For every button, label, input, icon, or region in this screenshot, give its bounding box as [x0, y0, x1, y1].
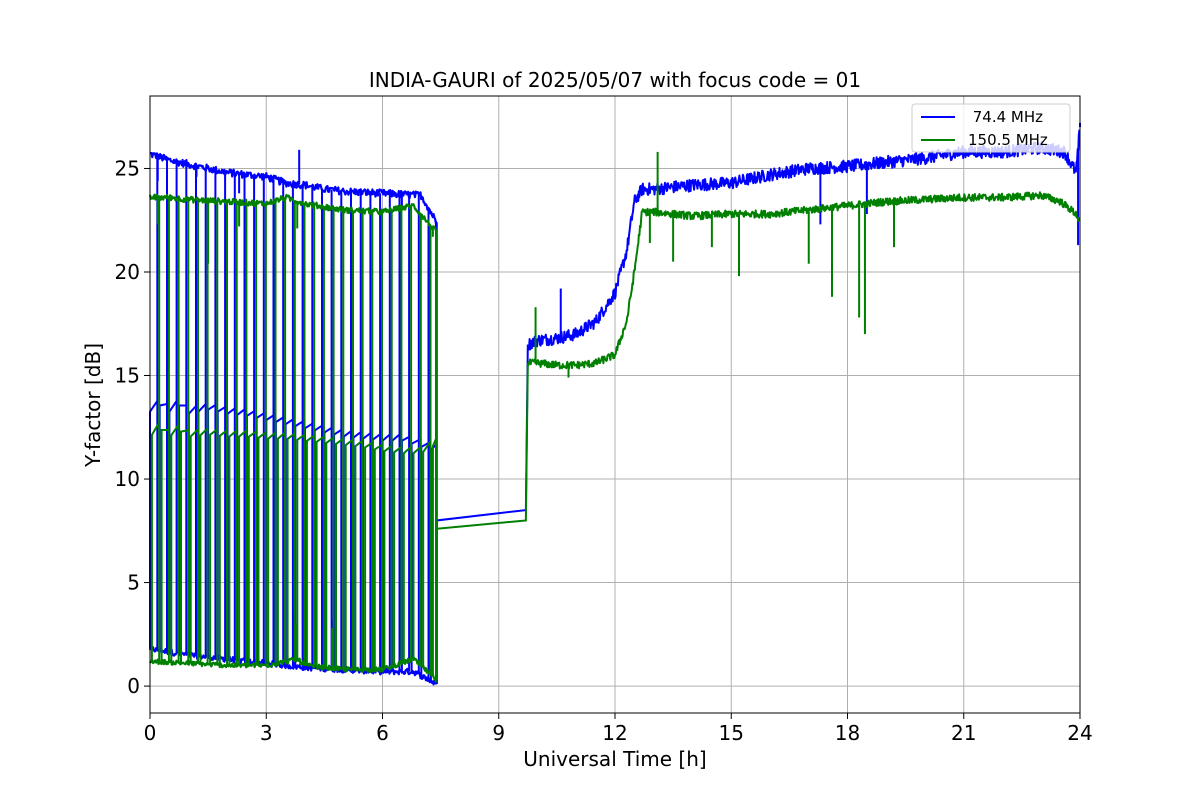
x-tick-label: 21	[951, 721, 976, 745]
y-tick-label: 5	[127, 571, 140, 595]
x-tick-label: 18	[835, 721, 860, 745]
y-axis-label: Y-factor [dB]	[81, 343, 105, 468]
x-axis-label: Universal Time [h]	[523, 747, 706, 771]
legend: 74.4 MHz 150.5 MHz	[911, 103, 1071, 153]
x-tick-label: 0	[144, 721, 157, 745]
series-day-line	[526, 129, 1081, 351]
x-tick-label: 24	[1067, 721, 1092, 745]
x-tick-label: 15	[719, 721, 744, 745]
x-axis: 0 3 6 9 12 15 18 21 24	[144, 713, 1093, 745]
y-tick-label: 20	[115, 260, 140, 284]
series-layer	[148, 122, 1081, 686]
y-tick-label: 10	[115, 467, 140, 491]
series-gap-line	[435, 363, 529, 680]
x-tick-label: 3	[260, 721, 273, 745]
y-axis: 0 5 10 15 20 25	[115, 156, 150, 698]
series-1	[148, 151, 1081, 683]
x-tick-label: 6	[376, 721, 389, 745]
y-tick-label: 0	[127, 674, 140, 698]
series-upper-line	[149, 151, 438, 227]
chart-title: INDIA-GAURI of 2025/05/07 with focus cod…	[369, 68, 861, 92]
legend-entry-74-mhz: 74.4 MHz	[968, 108, 1043, 126]
y-tick-label: 25	[115, 156, 140, 180]
legend-entry-150-mhz: 150.5 MHz	[968, 131, 1048, 149]
series-day-line	[527, 191, 1081, 370]
x-tick-label: 9	[492, 721, 505, 745]
x-tick-label: 12	[602, 721, 627, 745]
y-tick-label: 15	[115, 364, 140, 388]
series-cycle-transitions	[150, 197, 437, 680]
